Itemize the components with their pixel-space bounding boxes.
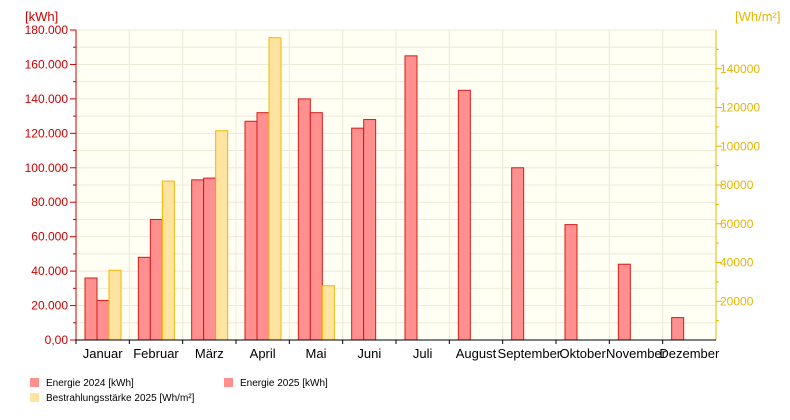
y-right-tick-label: 100000 [720, 139, 760, 153]
y-right-unit: [Wh/m²] [735, 9, 781, 24]
x-tick-label: Dezember [659, 346, 720, 361]
y-left-tick-label: 160.000 [25, 57, 69, 71]
bar [309, 112, 323, 341]
x-tick-label: Februar [133, 346, 179, 361]
bar [268, 37, 282, 341]
legend-swatch [224, 378, 233, 387]
bar [108, 269, 122, 341]
grid [76, 29, 716, 340]
bar [191, 179, 205, 341]
bar [363, 119, 377, 341]
y-right-tick-label: 120000 [720, 101, 760, 115]
bar [297, 98, 311, 341]
y-right-tick-label: 20000 [720, 294, 754, 308]
bar [564, 224, 578, 341]
y-right-tick-label: 140000 [720, 62, 760, 76]
bar [511, 167, 525, 341]
y-left-tick-label: 40.000 [31, 264, 68, 278]
bar [203, 177, 217, 341]
y-left-tick-label: 100.000 [25, 161, 69, 175]
legend-swatch [30, 378, 39, 387]
bar [215, 130, 229, 341]
y-right-tick-label: 80000 [720, 178, 754, 192]
tick-labels: 0,00 20.000 40.000 60.000 80.000 100.000 120.0… [25, 23, 761, 361]
bar [96, 299, 110, 341]
bar [244, 120, 258, 341]
x-tick-label: Mai [306, 346, 327, 361]
y-left-tick-label: 180.000 [25, 23, 69, 37]
x-tick-label: September [498, 346, 562, 361]
legend-label: Bestrahlungsstärke 2025 [Wh/m²] [46, 393, 195, 404]
x-tick-label: April [250, 346, 276, 361]
legend-label: Energie 2025 [kWh] [240, 378, 328, 389]
bar [671, 317, 685, 341]
bar [404, 55, 418, 341]
legend-swatch [30, 393, 39, 402]
bar [617, 263, 631, 341]
y-left-tick-label: 0,00 [45, 333, 69, 347]
x-tick-label: August [456, 346, 497, 361]
bar [321, 285, 335, 341]
bar [84, 277, 98, 341]
x-tick-label: November [606, 346, 667, 361]
bar [351, 127, 365, 341]
bar [256, 112, 270, 341]
y-left-tick-label: 60.000 [31, 230, 68, 244]
y-right-tick-label: 40000 [720, 256, 754, 270]
y-left-tick-label: 20.000 [31, 299, 68, 313]
axes [70, 29, 722, 344]
bar [137, 256, 151, 341]
legend: Energie 2024 [kWh] Energie 2025 [kWh] Best… [30, 378, 328, 404]
x-tick-label: März [195, 346, 224, 361]
y-right-tick-label: 60000 [720, 217, 754, 231]
y-left-tick-label: 80.000 [31, 195, 68, 209]
bar [161, 180, 175, 341]
legend-label: Energie 2024 [kWh] [46, 378, 134, 389]
bars [84, 37, 685, 341]
y-left-tick-label: 140.000 [25, 92, 69, 106]
x-tick-label: Juni [357, 346, 381, 361]
x-tick-label: Januar [83, 346, 123, 361]
x-tick-label: Oktober [560, 346, 607, 361]
y-left-unit: [kWh] [25, 9, 58, 24]
bar [149, 218, 163, 341]
bar [457, 89, 471, 341]
y-left-tick-label: 120.000 [25, 126, 69, 140]
x-tick-label: Juli [413, 346, 433, 361]
